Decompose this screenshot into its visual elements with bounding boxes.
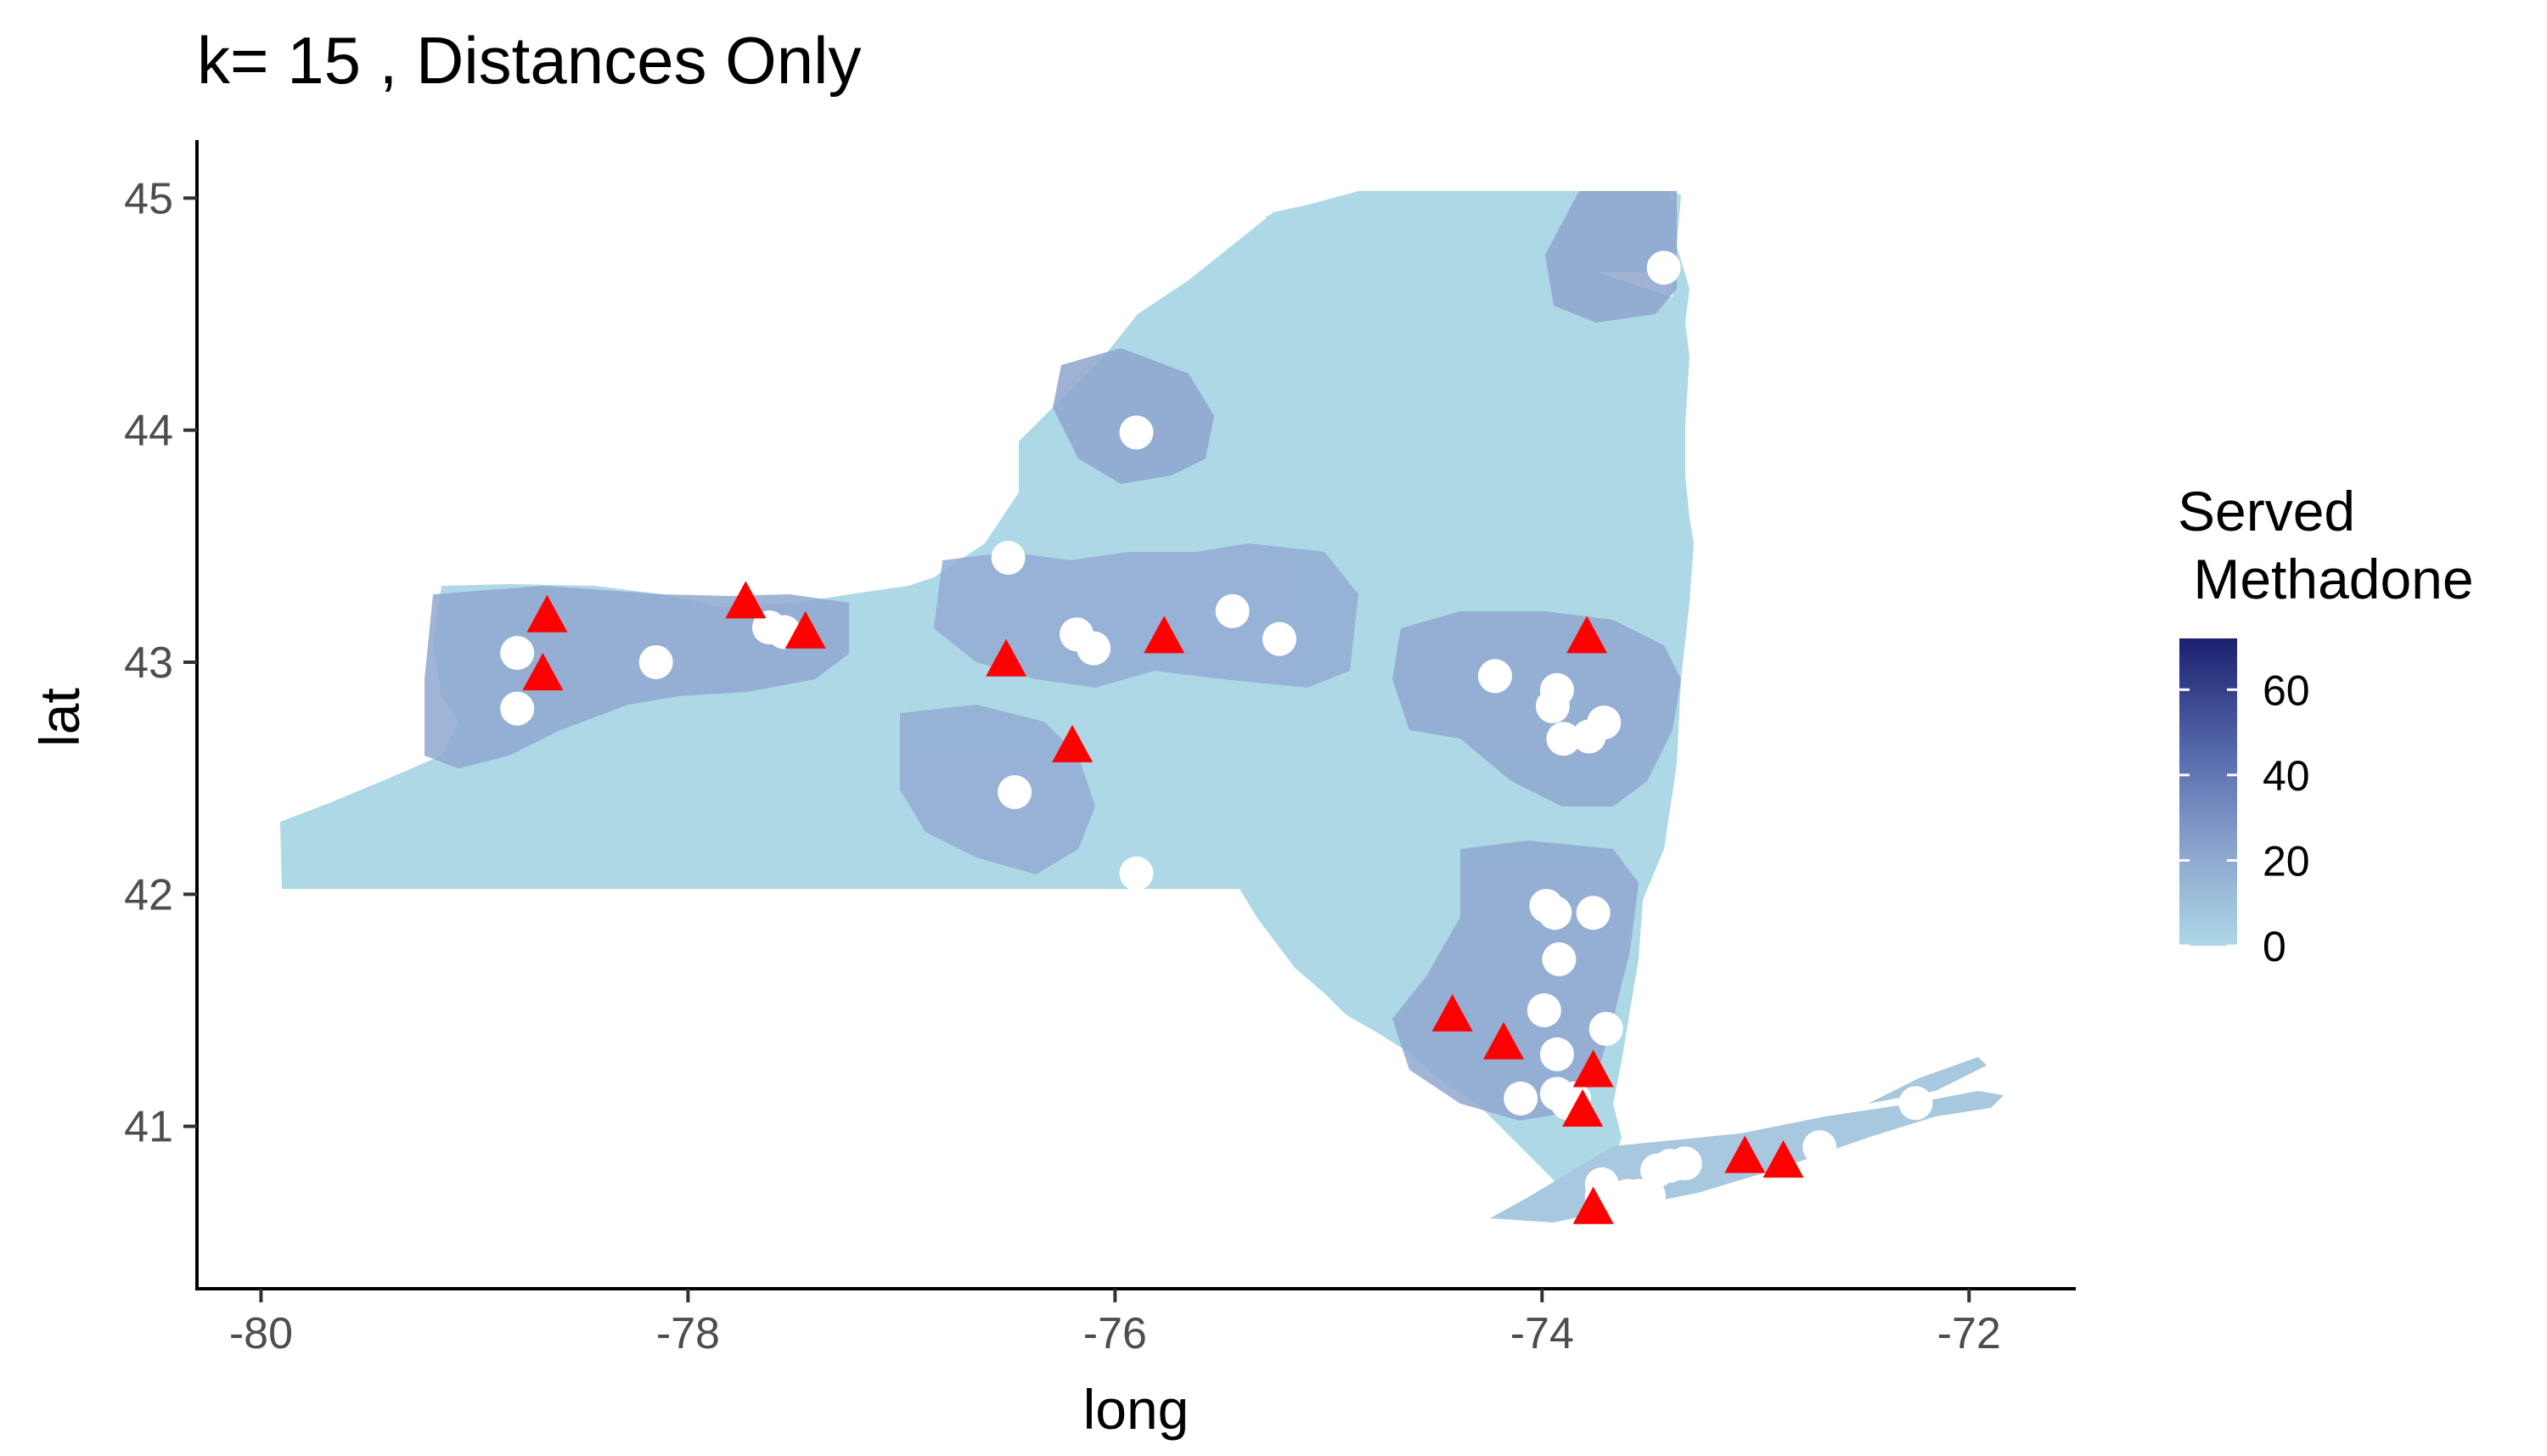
y-tick-label: 45 — [124, 174, 173, 223]
x-tick-label: -72 — [1937, 1309, 2001, 1358]
facility-circle-marker — [1576, 896, 1611, 930]
legend-tick-label: 20 — [2263, 837, 2310, 885]
facility-circle-marker — [1535, 689, 1570, 723]
facility-circle-marker — [1215, 593, 1250, 628]
region-southern-tier — [900, 705, 1095, 874]
y-tick-label: 44 — [124, 407, 173, 456]
facility-circle-marker — [1538, 896, 1572, 930]
x-tick-label: -80 — [229, 1309, 293, 1358]
facility-triangle-marker — [1483, 1021, 1525, 1060]
long-island-fork — [1868, 1057, 1987, 1104]
x-tick-label: -76 — [1083, 1309, 1147, 1358]
state-map — [280, 191, 2004, 1223]
facility-circle-marker — [1546, 722, 1581, 756]
facility-circle-marker — [638, 645, 673, 679]
facility-circle-marker — [1542, 942, 1577, 976]
facility-triangle-marker — [1724, 1135, 1766, 1173]
facility-markers — [500, 250, 1933, 1224]
region-central — [934, 543, 1358, 688]
facility-circle-marker — [998, 775, 1032, 810]
facility-circle-marker — [1571, 719, 1606, 754]
region-northeast — [1545, 191, 1677, 323]
x-axis-ticks: -80 -78 -76 -74 -72 — [229, 1289, 2001, 1358]
facility-circle-marker — [500, 636, 535, 671]
facility-triangle-marker — [1144, 616, 1185, 654]
facility-circle-marker — [1077, 631, 1111, 666]
legend-tick-label: 60 — [2263, 666, 2310, 714]
facility-circle-marker — [1539, 1037, 1574, 1071]
axes: -80 -78 -76 -74 -72 41 42 43 44 45 long lat — [28, 140, 2076, 1441]
facility-triangle-marker — [784, 610, 826, 649]
y-axis-ticks: 41 42 43 44 45 — [124, 174, 197, 1152]
facility-triangle-marker — [1566, 616, 1608, 654]
facility-circle-marker — [1588, 1011, 1623, 1046]
chart-title: k= 15 , Distances Only — [197, 23, 862, 98]
facility-circle-marker — [1600, 1183, 1634, 1218]
y-tick-label: 41 — [124, 1103, 173, 1152]
legend-tick-label: 40 — [2263, 752, 2310, 800]
facility-triangle-marker — [1572, 1186, 1614, 1224]
state-outline — [280, 191, 1694, 1197]
facility-triangle-marker — [1052, 724, 1094, 762]
y-tick-label: 43 — [124, 638, 173, 688]
facility-triangle-marker — [522, 653, 564, 691]
facility-triangle-marker — [725, 581, 767, 619]
facility-triangle-marker — [1572, 1049, 1614, 1088]
facility-circle-marker — [1477, 659, 1512, 694]
facility-triangle-marker — [1763, 1140, 1804, 1178]
facility-circle-marker — [500, 691, 535, 726]
legend-title-line1: Served — [2178, 480, 2355, 542]
legend: Served Methadone 0 20 40 60 — [2178, 480, 2474, 970]
legend-title-line2: Methadone — [2178, 548, 2474, 610]
facility-circle-marker — [991, 541, 1026, 575]
x-tick-label: -74 — [1510, 1309, 1574, 1358]
x-axis-label: long — [1083, 1378, 1189, 1441]
facility-circle-marker — [1262, 621, 1296, 656]
x-tick-label: -78 — [656, 1309, 720, 1358]
facility-triangle-marker — [986, 638, 1027, 677]
facility-circle-marker — [1119, 415, 1154, 450]
legend-ticks: 0 20 40 60 — [2179, 666, 2310, 970]
facility-triangle-marker — [1562, 1088, 1604, 1127]
facility-circle-marker — [1527, 993, 1561, 1027]
legend-colorbar — [2179, 638, 2237, 946]
facility-circle-marker — [1640, 1153, 1675, 1188]
y-tick-label: 42 — [124, 870, 173, 919]
facility-triangle-marker — [526, 594, 568, 632]
facility-triangle-marker — [1431, 993, 1473, 1032]
facility-circle-marker — [1802, 1130, 1837, 1165]
facility-circle-marker — [1119, 856, 1154, 891]
legend-tick-label: 0 — [2263, 923, 2286, 970]
facility-circle-marker — [1504, 1081, 1538, 1116]
facility-circle-marker — [1898, 1086, 1933, 1121]
y-axis-label: lat — [28, 688, 91, 747]
facility-circle-marker — [1646, 250, 1681, 285]
